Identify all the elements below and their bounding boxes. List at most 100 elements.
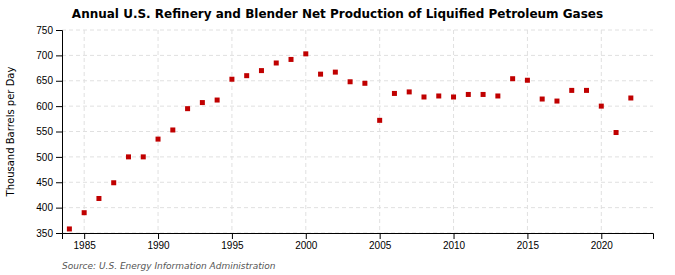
x-grid-line (453, 30, 454, 233)
x-tick-label: 2005 (369, 240, 392, 251)
x-tick-mark (306, 233, 307, 239)
x-tick-label: 2010 (443, 240, 466, 251)
grid (62, 30, 653, 233)
y-tick-label: 650 (36, 75, 53, 86)
y-tick: 650 (36, 75, 62, 86)
title: Annual U.S. Refinery and Blender Net Pro… (72, 7, 603, 21)
x-tick-mark (454, 233, 455, 239)
y-grid-line (62, 156, 653, 157)
point (289, 57, 294, 62)
y-tick-mark (56, 157, 62, 158)
y-tick: 400 (36, 202, 62, 213)
point (481, 92, 486, 97)
y-tick-label: 550 (36, 126, 53, 137)
annotation: Source: U.S. Energy Information Administ… (62, 261, 276, 271)
point (599, 104, 604, 109)
x-grid-line (305, 30, 306, 233)
y-tick: 600 (36, 101, 62, 112)
x-tick: 2000 (295, 233, 318, 251)
plot-area: 1985 1990 1995 2000 2005 2010 2015 2020 350 400 45… (36, 25, 653, 251)
x-tick-mark (601, 233, 602, 239)
x-grid-line (527, 30, 528, 233)
point (67, 226, 72, 231)
x-tick: 2005 (369, 233, 392, 251)
point (466, 92, 471, 97)
point (510, 76, 515, 81)
y-tick-label: 600 (36, 101, 53, 112)
x-grid-line (158, 30, 159, 233)
x-tick-mark (158, 233, 159, 239)
y-tick-label: 500 (36, 152, 53, 163)
point (141, 154, 146, 159)
point (170, 127, 175, 132)
y-tick: 450 (36, 177, 62, 188)
point (82, 210, 87, 215)
point (554, 99, 559, 104)
x-tick-mark (380, 233, 381, 239)
y-tick: 550 (36, 126, 62, 137)
point (126, 154, 131, 159)
y-tick-mark (56, 106, 62, 107)
point (362, 81, 367, 86)
point (156, 137, 161, 142)
x-tick: 1995 (221, 233, 244, 251)
point (274, 60, 279, 65)
x-tick: 1985 (74, 233, 97, 251)
y-tick-mark (56, 55, 62, 56)
y-grid-line (62, 182, 653, 183)
x-tick-label: 1985 (74, 240, 97, 251)
point (303, 51, 308, 56)
point (318, 72, 323, 77)
y-tick-mark (56, 233, 62, 234)
y-tick: 700 (36, 50, 62, 61)
x-axis-line (63, 234, 654, 240)
x-tick: 1990 (147, 233, 170, 251)
y-grid-line (62, 55, 653, 56)
y-tick-label: 400 (36, 202, 53, 213)
y-tick: 500 (36, 152, 62, 163)
x-tick-mark (84, 233, 85, 239)
point (111, 180, 116, 185)
y-grid-line (62, 131, 653, 132)
y-tick-mark (56, 30, 62, 31)
point (584, 88, 589, 93)
point (348, 79, 353, 84)
point (215, 98, 220, 103)
y-axis-line (56, 31, 63, 234)
point (628, 96, 633, 101)
y-tick-mark (56, 208, 62, 209)
x-tick-label: 2020 (591, 240, 614, 251)
x-grid-line (379, 30, 380, 233)
y-grid-line (62, 80, 653, 81)
x-tick: 2015 (517, 233, 540, 251)
y-axis-title: Thousand Barrels per Day (5, 67, 16, 198)
y-tick-mark (56, 132, 62, 133)
points (67, 51, 633, 231)
x-grid-line (84, 30, 85, 233)
x-tick: 2020 (591, 233, 614, 251)
x-grid-line (231, 30, 232, 233)
point (407, 89, 412, 94)
point (96, 196, 101, 201)
point (377, 118, 382, 123)
point (421, 94, 426, 99)
y-tick-label: 700 (36, 50, 53, 61)
point (333, 70, 338, 75)
point (392, 91, 397, 96)
point (495, 93, 500, 98)
point (244, 73, 249, 78)
point (229, 77, 234, 82)
x-tick-mark (527, 233, 528, 239)
x-tick-label: 1990 (147, 240, 170, 251)
y-tick-label: 750 (36, 25, 53, 36)
y-tick-label: 350 (36, 228, 53, 239)
point (259, 68, 264, 73)
chart: 1985 1990 1995 2000 2005 2010 2015 2020 350 400 45… (0, 0, 675, 275)
y-grid-line (62, 207, 653, 208)
y-tick: 750 (36, 25, 62, 36)
x-tick-label: 2015 (517, 240, 540, 251)
point (451, 94, 456, 99)
x-tick: 2010 (443, 233, 466, 251)
x-axis: 1985 1990 1995 2000 2005 2010 2015 2020 (63, 233, 654, 251)
x-grid-line (601, 30, 602, 233)
